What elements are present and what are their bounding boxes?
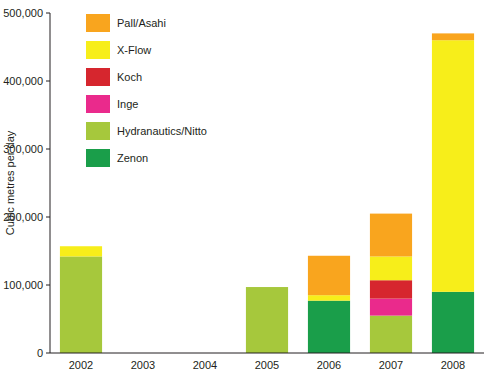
y-tick: [46, 13, 50, 14]
y-axis-line: [50, 13, 51, 353]
bar-segment: [246, 287, 288, 288]
y-tick: [46, 353, 50, 354]
bar-segment: [60, 256, 102, 353]
bar-segment: [370, 256, 412, 280]
bar-segment: [60, 246, 102, 256]
y-tick-label: 0: [37, 347, 43, 359]
bar-segment: [432, 292, 474, 353]
legend-label: Pall/Asahi: [117, 17, 166, 29]
y-axis-label: Cubic metres per day: [4, 130, 16, 235]
y-tick-label: 500,000: [3, 7, 43, 19]
bar-segment: [60, 246, 102, 247]
x-tick-label: 2004: [193, 359, 217, 371]
y-tick: [46, 81, 50, 82]
legend-label: Koch: [117, 71, 142, 83]
bar-segment: [370, 214, 412, 257]
y-tick: [46, 149, 50, 150]
x-tick-label: 2006: [317, 359, 341, 371]
legend-label: Zenon: [117, 152, 148, 164]
legend: Pall/Asahi X-Flow Koch Inge Hydranautics/Nit…: [86, 14, 207, 167]
legend-swatch: [86, 14, 110, 32]
bar-segment: [246, 287, 288, 288]
bar-segment: [370, 316, 412, 353]
bar-segment: [308, 256, 350, 295]
axes: 0100,000200,000300,000400,000500,0002002…: [3, 7, 484, 371]
y-tick-label: 400,000: [3, 75, 43, 87]
legend-swatch: [86, 95, 110, 113]
x-tick-label: 2008: [441, 359, 465, 371]
bar-segment: [246, 287, 288, 288]
bar-segment: [432, 40, 474, 292]
x-tick-label: 2007: [379, 359, 403, 371]
legend-label: Inge: [117, 98, 138, 110]
y-tick: [46, 217, 50, 218]
y-tick: [46, 285, 50, 286]
legend-swatch: [86, 122, 110, 140]
y-tick-label: 100,000: [3, 279, 43, 291]
legend-swatch: [86, 41, 110, 59]
bar-segment: [308, 301, 350, 353]
bar-segment: [308, 295, 350, 300]
x-tick-label: 2005: [255, 359, 279, 371]
x-tick-label: 2003: [131, 359, 155, 371]
legend-label: X-Flow: [117, 44, 151, 56]
bar-segment: [432, 33, 474, 40]
x-tick-label: 2002: [69, 359, 93, 371]
chart: 0100,000200,000300,000400,000500,0002002…: [0, 0, 500, 375]
bars: [60, 33, 474, 353]
legend-label: Hydranautics/Nitto: [117, 125, 207, 137]
bar-segment: [370, 280, 412, 298]
legend-swatch: [86, 68, 110, 86]
bar-segment: [246, 287, 288, 288]
x-axis-line: [50, 353, 484, 354]
bar-segment: [246, 287, 288, 353]
bar-segment: [370, 299, 412, 316]
legend-swatch: [86, 149, 110, 167]
